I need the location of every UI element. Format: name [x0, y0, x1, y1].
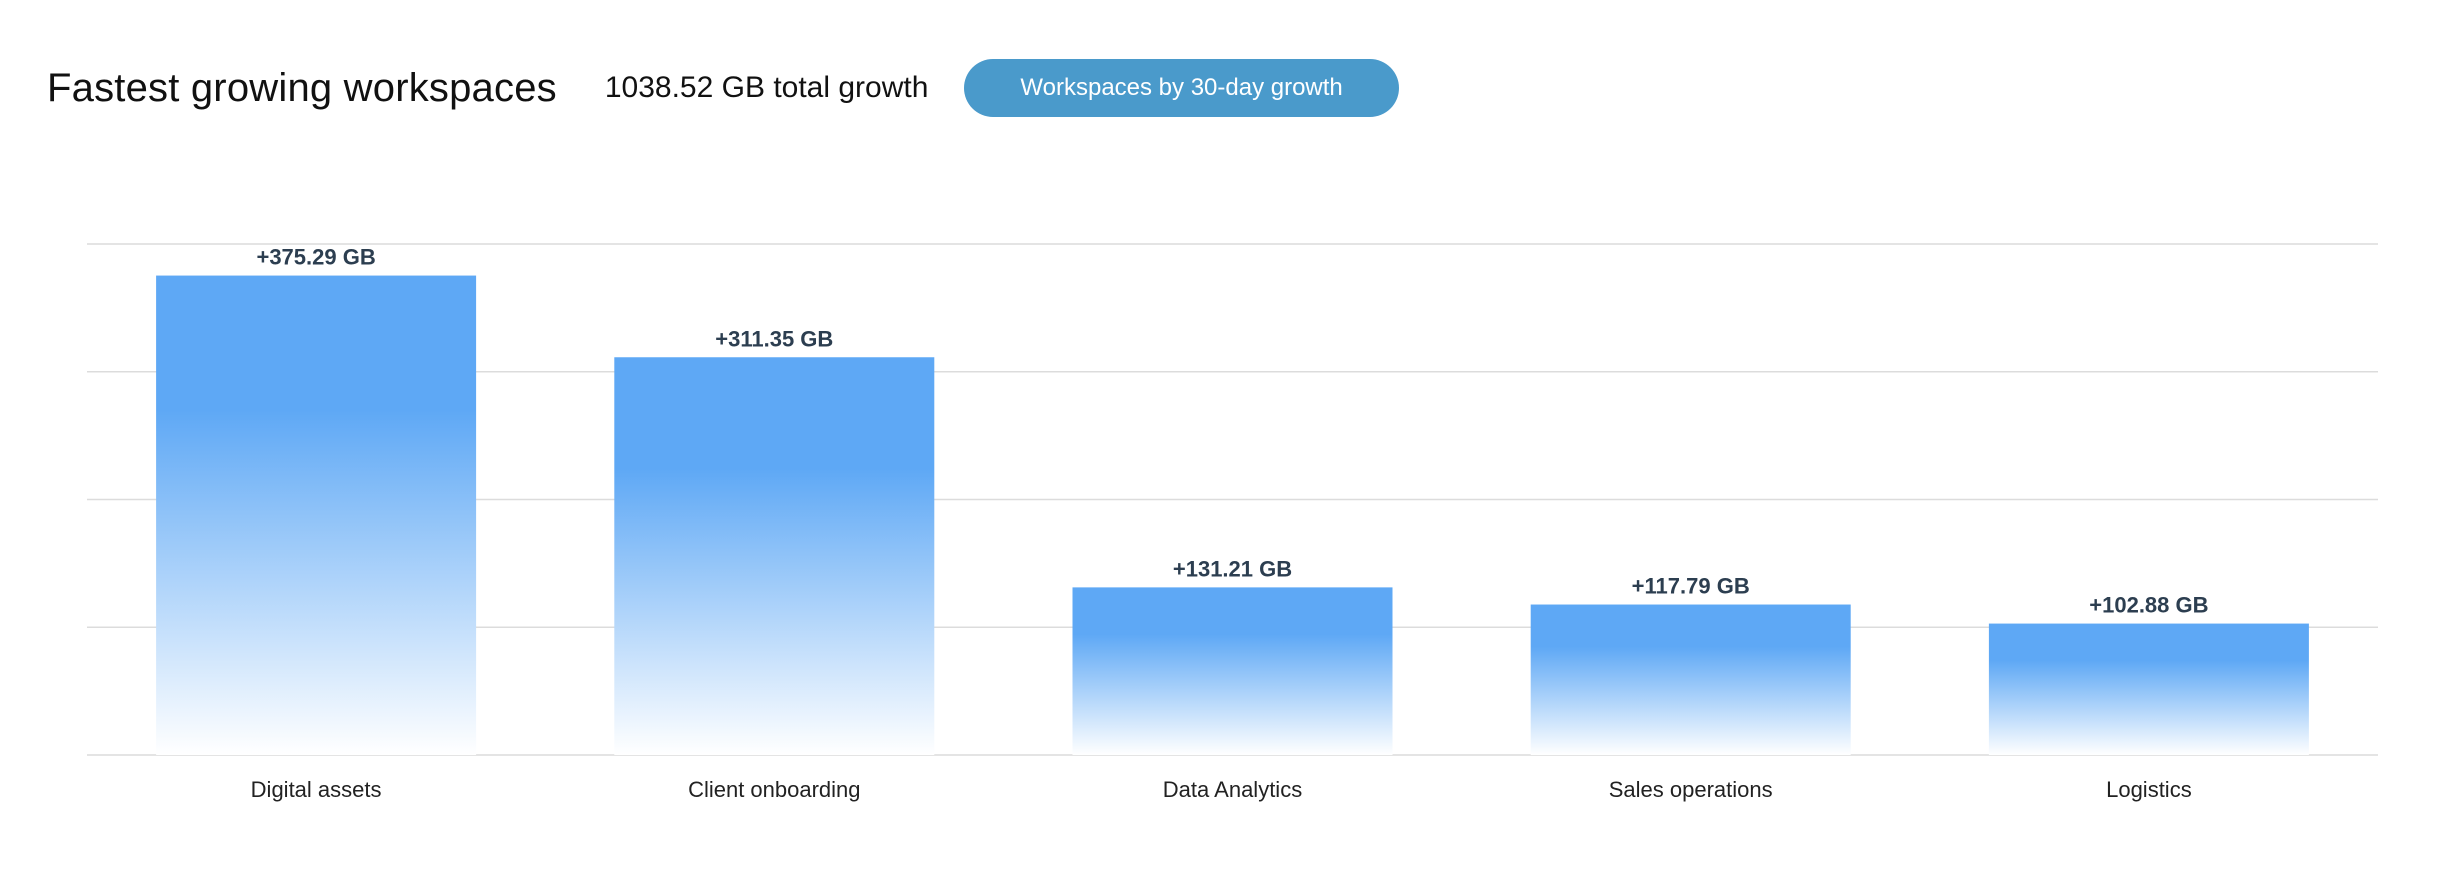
category-label: Client onboarding: [688, 777, 860, 802]
bar-data-analytics[interactable]: [1072, 587, 1393, 755]
data-label: +311.35 GB: [715, 326, 833, 351]
data-labels: +375.29 GB +311.35 GB +131.21 GB +117.79 GB…: [256, 245, 2208, 618]
bar-digital-assets[interactable]: [156, 275, 477, 755]
bars: [156, 275, 2309, 755]
category-label: Logistics: [2106, 777, 2192, 802]
bar-logistics[interactable]: [1988, 623, 2309, 755]
total-growth-text: 1038.52 GB total growth: [604, 71, 929, 104]
category-label: Sales operations: [1609, 777, 1773, 802]
category-label: Digital assets: [251, 777, 382, 802]
category-label: Data Analytics: [1163, 777, 1302, 802]
bar-client-onboarding[interactable]: [614, 357, 935, 755]
bar-sales-operations[interactable]: [1530, 604, 1851, 755]
growth-filter-button[interactable]: Workspaces by 30-day growth: [964, 59, 1399, 117]
page-title: Fastest growing workspaces: [47, 65, 557, 110]
category-labels: Digital assets Client onboarding Data Anal…: [251, 777, 2192, 802]
data-label: +131.21 GB: [1173, 556, 1292, 581]
data-label: +102.88 GB: [2089, 593, 2208, 618]
chart-header: Fastest growing workspaces 1038.52 GB to…: [47, 56, 1399, 120]
data-label: +375.29 GB: [256, 245, 375, 270]
data-label: +117.79 GB: [1632, 574, 1750, 599]
